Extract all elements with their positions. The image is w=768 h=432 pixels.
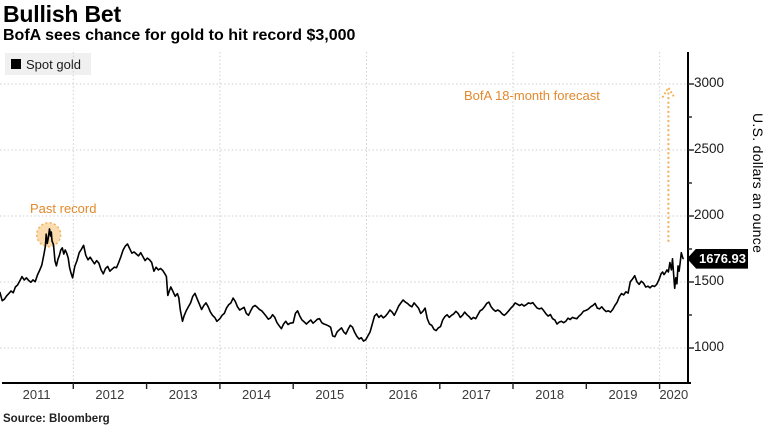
source-credit: Source: Bloomberg (3, 413, 110, 425)
y-axis-label: 2000 (694, 207, 725, 222)
x-axis-label: 2013 (168, 387, 198, 402)
page-title: Bullish Bet (3, 1, 121, 27)
y-axis-label: 2500 (694, 141, 725, 156)
x-axis-label: 2016 (388, 387, 418, 402)
legend: Spot gold (5, 53, 91, 75)
legend-label: Spot gold (26, 56, 81, 72)
y-axis-labels: 1000 1500 2000 2500 3000 (694, 0, 744, 432)
x-axis-label: 2015 (315, 387, 345, 402)
y-axis-label: 3000 (694, 75, 725, 90)
x-axis-labels: 2011 2012 2013 2014 2015 2016 2017 2018 2019 2020 (0, 387, 768, 403)
x-axis-label: 2019 (608, 387, 638, 402)
x-axis-label: 2014 (242, 387, 271, 402)
y-axis-label: 1000 (694, 339, 725, 354)
annotation-past-record: Past record (30, 201, 97, 216)
chart-subtitle: BofA sees chance for gold to hit record … (3, 27, 356, 44)
legend-swatch-icon (11, 59, 21, 69)
x-axis-label: 2017 (461, 387, 491, 402)
y-axis-title: U.S. dollars an ounce (750, 113, 766, 254)
y-axis-label: 1500 (694, 273, 725, 288)
annotation-forecast: BofA 18-month forecast (464, 88, 600, 103)
x-axis-label: 2011 (22, 387, 51, 402)
x-axis-label: 2018 (535, 387, 565, 402)
x-axis-label: 2012 (95, 387, 125, 402)
last-price-flag: 1676.93 (687, 248, 748, 269)
spot-gold-line (0, 228, 684, 342)
x-axis-label: 2020 (659, 387, 689, 402)
